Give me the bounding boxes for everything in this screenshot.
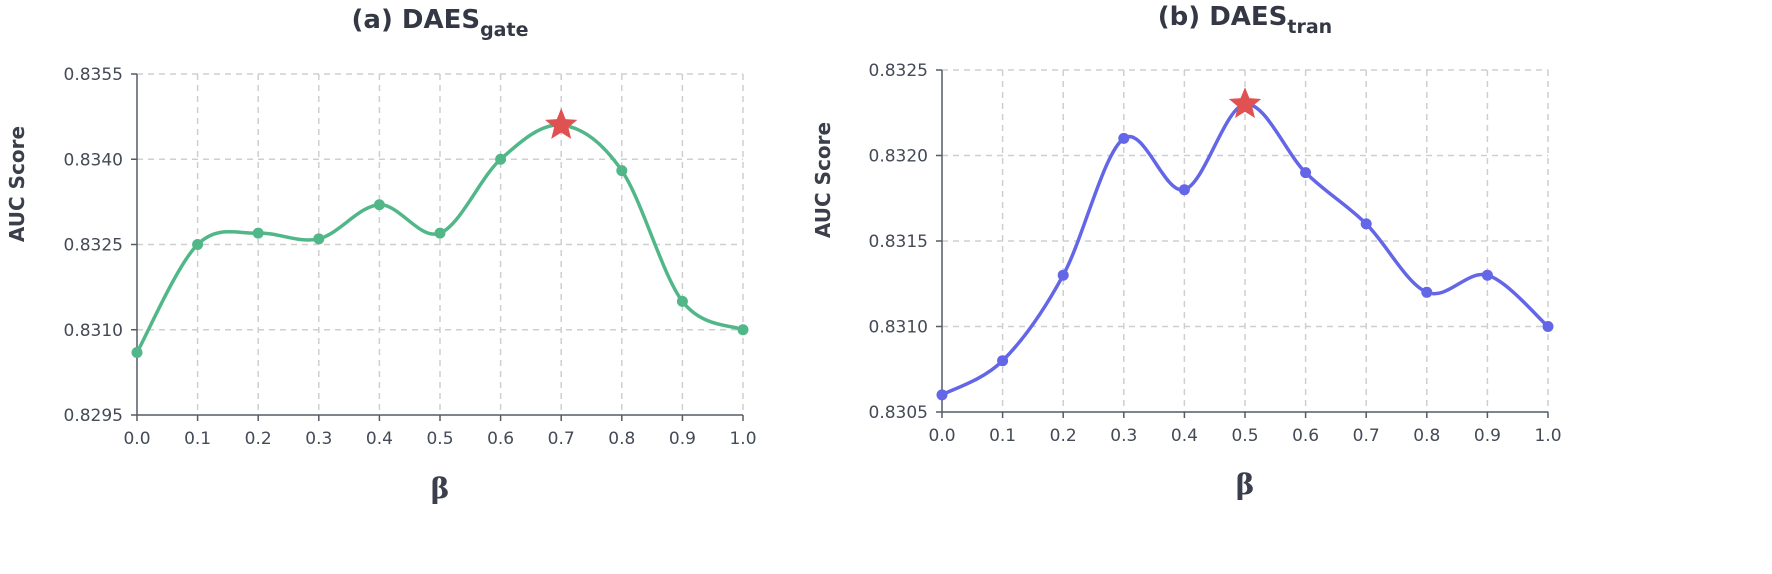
x-tick-label: 0.5	[426, 429, 453, 449]
x-tick-label: 1.0	[1534, 426, 1561, 446]
y-axis-title-a: AUC Score	[5, 126, 29, 242]
tick-labels-a: 0.0 0.1 0.2 0.3 0.4 0.5 0.6 0.7 0.8 0.9 1.0 0.8295 0…	[64, 65, 757, 449]
x-tick-label: 0.5	[1231, 426, 1258, 446]
y-axis-title-b: AUC Score	[811, 122, 835, 238]
x-tick-label: 0.8	[608, 429, 635, 449]
x-tick-label: 0.9	[669, 429, 696, 449]
axes-a	[131, 73, 744, 421]
x-tick-label: 0.6	[1292, 426, 1319, 446]
data-point	[1360, 218, 1372, 230]
y-tick-label: 0.8355	[64, 65, 123, 85]
x-tick-label: 0.8	[1413, 426, 1440, 446]
chart-title-b-main: (b) DAES	[1158, 2, 1288, 32]
data-point	[1421, 286, 1433, 298]
x-tick-label: 0.2	[1050, 426, 1077, 446]
data-point	[131, 346, 143, 358]
data-point	[192, 239, 204, 250]
axes-b	[936, 69, 1549, 418]
chart-panel-b: (b) DAEStran AUC Score β 0.0 0.1 0.2 0.3 0.4…	[811, 2, 1562, 501]
data-point	[1118, 132, 1130, 144]
data-point	[737, 324, 749, 336]
x-tick-label: 1.0	[729, 429, 756, 449]
best-point-star	[545, 108, 578, 139]
y-tick-label: 0.8310	[64, 321, 123, 341]
y-tick-label: 0.8320	[869, 147, 928, 167]
data-point	[1178, 184, 1190, 196]
data-point	[495, 153, 507, 165]
data-point	[434, 227, 446, 239]
tick-labels-b: 0.0 0.1 0.2 0.3 0.4 0.5 0.6 0.7 0.8 0.9 1.0 0.8305 0…	[869, 61, 1562, 446]
chart-panel-a: (a) DAESgate AUC Score β 0.0 0.1 0.2 0.3 0.4…	[5, 5, 757, 505]
x-tick-label: 0.4	[1171, 426, 1198, 446]
data-point	[1057, 269, 1069, 281]
data-points-b	[936, 87, 1554, 401]
x-tick-label: 0.0	[928, 426, 955, 446]
y-tick-label: 0.8315	[869, 232, 928, 252]
x-tick-label: 0.0	[123, 429, 150, 449]
x-axis-title-a: β	[431, 472, 450, 505]
data-point	[1542, 321, 1554, 332]
grid-b	[942, 69, 1549, 412]
data-point	[252, 227, 264, 239]
chart-title-a: (a) DAESgate	[352, 5, 529, 41]
x-tick-label: 0.3	[1110, 426, 1137, 446]
y-tick-label: 0.8305	[869, 403, 928, 423]
y-tick-label: 0.8325	[64, 236, 123, 256]
x-tick-label: 0.1	[184, 429, 211, 449]
x-tick-label: 0.2	[245, 429, 272, 449]
y-tick-label: 0.8295	[64, 406, 123, 426]
chart-title-a-subscript: gate	[480, 19, 528, 41]
data-point	[616, 165, 628, 177]
data-point	[997, 355, 1009, 367]
x-axis-title-b: β	[1236, 468, 1255, 501]
series-line-b	[941, 102, 1550, 397]
x-tick-label: 0.6	[487, 429, 514, 449]
y-tick-label: 0.8325	[869, 61, 928, 81]
data-point	[1481, 269, 1493, 281]
data-point	[676, 295, 688, 307]
chart-title-b: (b) DAEStran	[1158, 2, 1332, 38]
x-tick-label: 0.9	[1474, 426, 1501, 446]
chart-title-b-subscript: tran	[1287, 16, 1332, 38]
chart-title-a-main: (a) DAES	[352, 5, 481, 35]
data-point	[936, 389, 948, 401]
x-tick-label: 0.4	[366, 429, 393, 449]
data-point	[373, 199, 385, 211]
y-tick-label: 0.8310	[869, 318, 928, 338]
x-tick-label: 0.7	[548, 429, 575, 449]
data-points-a	[131, 108, 749, 358]
data-point	[313, 233, 325, 245]
x-tick-label: 0.1	[989, 426, 1016, 446]
x-tick-label: 0.7	[1353, 426, 1380, 446]
data-point	[1300, 167, 1312, 179]
y-tick-label: 0.8340	[64, 150, 123, 170]
grid-a	[137, 73, 744, 415]
x-tick-label: 0.3	[305, 429, 332, 449]
best-point-star	[1228, 87, 1262, 118]
